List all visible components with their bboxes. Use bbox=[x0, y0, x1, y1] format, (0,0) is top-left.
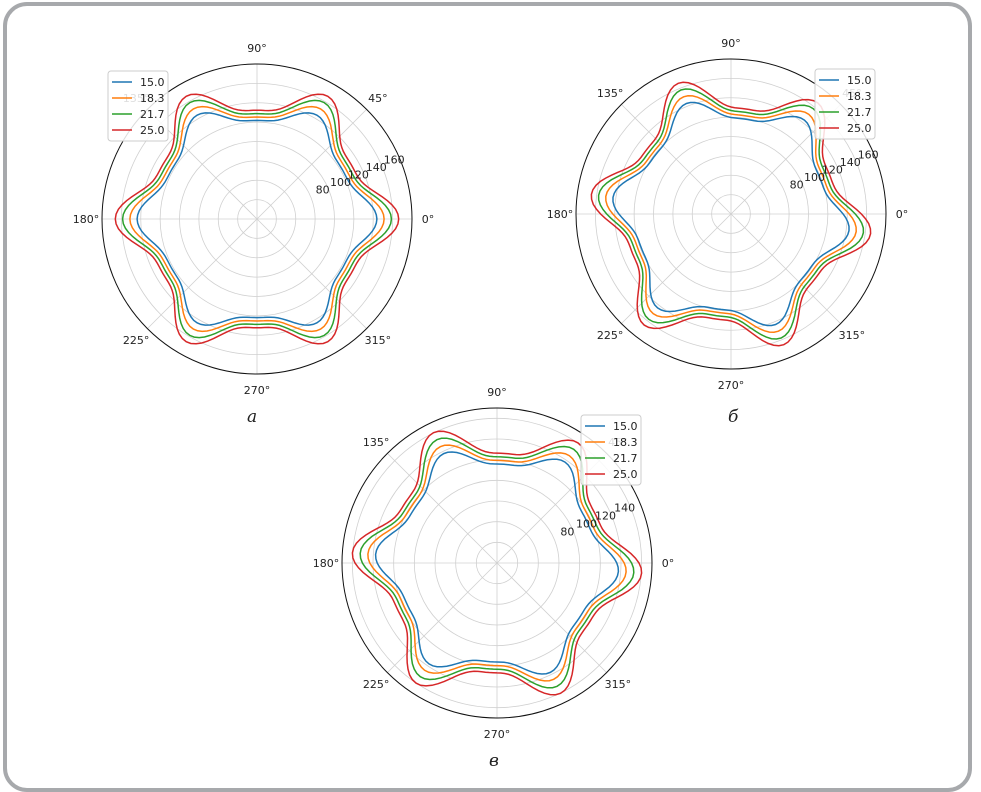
theta-tick-label: 270° bbox=[718, 379, 745, 392]
legend-label: 25.0 bbox=[140, 124, 165, 137]
angular-grid-line bbox=[387, 453, 498, 564]
series-line-15-0 bbox=[374, 451, 620, 675]
legend-label: 15.0 bbox=[613, 420, 638, 433]
theta-tick-label: 270° bbox=[484, 728, 511, 741]
series-line-21-7 bbox=[359, 437, 635, 689]
radial-tick-label: 120 bbox=[822, 164, 843, 177]
series-line-25-0 bbox=[351, 430, 643, 696]
radial-tick-label: 80 bbox=[790, 178, 804, 191]
legend-box bbox=[107, 70, 169, 142]
angular-grid-line bbox=[621, 213, 732, 324]
legend-box bbox=[814, 68, 876, 140]
legend-label: 21.7 bbox=[613, 452, 638, 465]
theta-tick-label: 0° bbox=[422, 213, 435, 226]
series-line-21-7 bbox=[121, 99, 393, 339]
radial-tick-label: 140 bbox=[840, 156, 861, 169]
radial-tick-label: 80 bbox=[316, 183, 330, 196]
series-line-25-0 bbox=[114, 93, 400, 345]
radial-tick-label: 80 bbox=[560, 525, 574, 538]
radial-tick-label: 100 bbox=[330, 176, 351, 189]
polar-chart-v: 0°45°90°135°180°225°270°315°801001201401… bbox=[313, 386, 675, 771]
theta-tick-label: 225° bbox=[597, 329, 624, 342]
theta-tick-label: 45° bbox=[368, 92, 388, 105]
radial-tick-label: 120 bbox=[595, 510, 616, 523]
series-line-18-3 bbox=[367, 444, 627, 682]
theta-tick-label: 225° bbox=[123, 334, 150, 347]
theta-tick-label: 315° bbox=[365, 334, 392, 347]
theta-tick-label: 90° bbox=[487, 386, 507, 399]
legend: 15.0 18.3 21.7 25.0 bbox=[814, 68, 876, 140]
legend-label: 15.0 bbox=[847, 74, 872, 87]
panel-label: в bbox=[489, 751, 499, 771]
legend-box bbox=[580, 414, 642, 486]
series-line-25-0 bbox=[590, 81, 872, 347]
theta-tick-label: 90° bbox=[721, 37, 741, 50]
series-line-21-7 bbox=[597, 88, 865, 340]
theta-tick-label: 180° bbox=[547, 208, 574, 221]
polar-chart-b: 0°45°90°135°180°225°270°315°801001201401… bbox=[547, 37, 909, 427]
polar-figure: 0°45°90°135°180°225°270°315°801001201401… bbox=[73, 37, 909, 771]
angular-grid-line bbox=[147, 218, 258, 329]
series-line-15-0 bbox=[136, 112, 378, 326]
polar-chart-a: 0°45°90°135°180°225°270°315°801001201401… bbox=[73, 42, 435, 427]
legend-label: 21.7 bbox=[847, 106, 872, 119]
angular-grid-line bbox=[621, 104, 732, 215]
legend-label: 25.0 bbox=[847, 122, 872, 135]
legend: 15.0 18.3 21.7 25.0 bbox=[107, 70, 169, 142]
theta-tick-label: 135° bbox=[363, 436, 390, 449]
angular-grid-line bbox=[256, 109, 367, 220]
legend: 15.0 18.3 21.7 25.0 bbox=[580, 414, 642, 486]
theta-tick-label: 180° bbox=[73, 213, 100, 226]
angular-grid-line bbox=[496, 562, 607, 673]
radial-tick-label: 100 bbox=[576, 517, 597, 530]
radial-tick-label: 120 bbox=[348, 169, 369, 182]
theta-tick-label: 0° bbox=[662, 557, 675, 570]
panel-label: б bbox=[728, 407, 739, 427]
angular-grid-line bbox=[256, 218, 367, 329]
legend-label: 21.7 bbox=[140, 108, 165, 121]
legend-label: 18.3 bbox=[613, 436, 638, 449]
radial-tick-label: 160 bbox=[384, 154, 405, 167]
theta-tick-label: 90° bbox=[247, 42, 267, 55]
radial-tick-label: 140 bbox=[366, 161, 387, 174]
series-line-18-3 bbox=[605, 95, 857, 333]
series-line-18-3 bbox=[129, 105, 385, 333]
panel-label: а bbox=[247, 407, 257, 427]
radial-tick-label: 140 bbox=[614, 502, 635, 515]
theta-tick-label: 225° bbox=[363, 678, 390, 691]
radial-tick-label: 100 bbox=[804, 171, 825, 184]
legend-label: 18.3 bbox=[847, 90, 872, 103]
theta-tick-label: 0° bbox=[896, 208, 909, 221]
polar-spine bbox=[341, 407, 653, 719]
polar-spine bbox=[101, 63, 413, 375]
angular-grid-line bbox=[730, 213, 841, 324]
legend-label: 15.0 bbox=[140, 76, 165, 89]
theta-tick-label: 180° bbox=[313, 557, 340, 570]
theta-tick-label: 315° bbox=[605, 678, 632, 691]
theta-tick-label: 135° bbox=[597, 87, 624, 100]
angular-grid-line bbox=[387, 562, 498, 673]
theta-tick-label: 315° bbox=[839, 329, 866, 342]
series-line-15-0 bbox=[612, 101, 850, 327]
radial-tick-label: 160 bbox=[858, 149, 879, 162]
legend-label: 18.3 bbox=[140, 92, 165, 105]
theta-tick-label: 270° bbox=[244, 384, 271, 397]
polar-spine bbox=[575, 58, 887, 370]
legend-label: 25.0 bbox=[613, 468, 638, 481]
